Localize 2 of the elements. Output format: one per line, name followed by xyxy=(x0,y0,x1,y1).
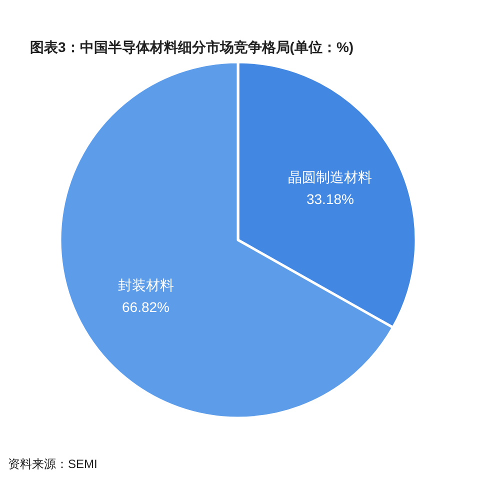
annotation: 资料来源：SEMI xyxy=(8,457,98,471)
title: 图表3：中国半导体材料细分市场竞争格局(单位：%) xyxy=(30,39,354,55)
